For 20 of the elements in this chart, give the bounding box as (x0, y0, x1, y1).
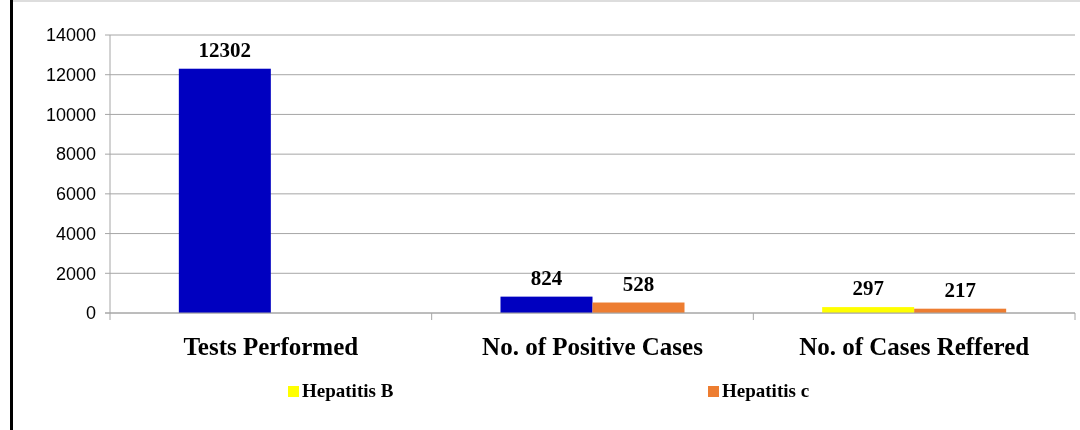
data-label: 217 (944, 277, 976, 302)
data-label: 297 (852, 276, 884, 301)
data-label: 824 (530, 265, 563, 290)
bar (500, 296, 593, 313)
x-tick-label: No. of Positive Cases (482, 333, 704, 360)
legend-label: Hepatitis B (302, 380, 394, 401)
y-tick-label: 8000 (55, 144, 96, 165)
data-label: 12302 (198, 37, 252, 62)
y-tick-label: 12000 (45, 65, 96, 86)
y-tick-label: 2000 (55, 263, 96, 284)
bar (178, 68, 271, 313)
y-tick-label: 4000 (55, 223, 96, 244)
x-tick-label: Tests Performed (183, 333, 359, 360)
y-tick-label: 14000 (45, 25, 96, 46)
y-tick-label: 10000 (45, 104, 96, 125)
data-label: 528 (622, 271, 655, 296)
y-tick-label: 0 (85, 303, 96, 324)
x-tick-label: No. of Cases Reffered (799, 333, 1030, 360)
legend-label: Hepatitis c (722, 380, 810, 401)
y-tick-label: 6000 (55, 184, 96, 205)
